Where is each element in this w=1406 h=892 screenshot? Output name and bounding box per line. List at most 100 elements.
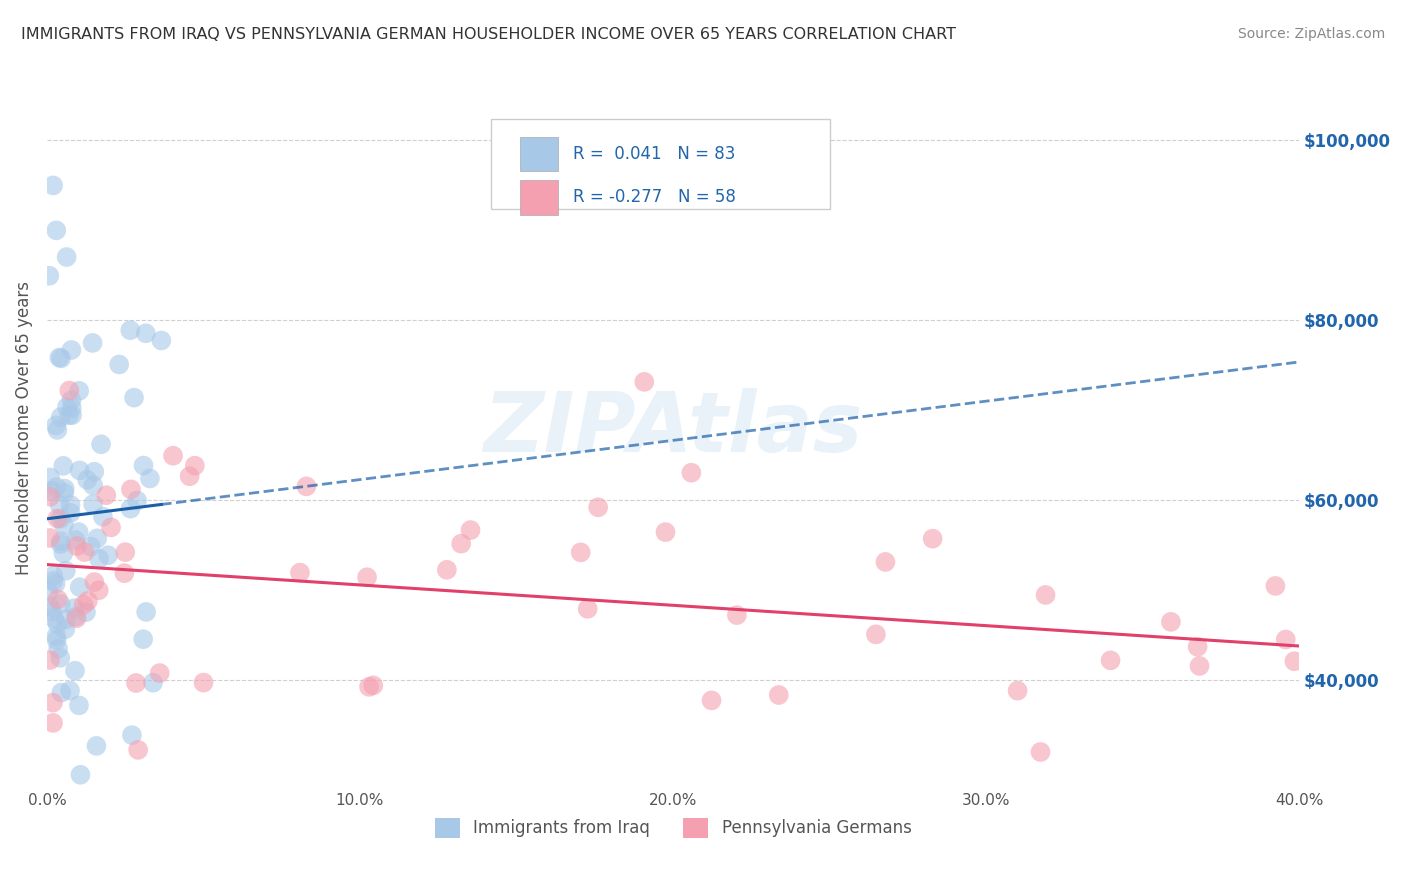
Point bbox=[48, 498, 70, 512]
Point bbox=[82, 478, 104, 492]
Point bbox=[142, 675, 165, 690]
Point bbox=[100, 520, 122, 534]
Point bbox=[49, 650, 72, 665]
Point bbox=[39, 653, 62, 667]
Point bbox=[58, 384, 80, 398]
Point bbox=[67, 384, 90, 398]
Point bbox=[82, 335, 104, 350]
Point bbox=[586, 500, 609, 515]
Point bbox=[72, 598, 94, 612]
Point bbox=[49, 534, 72, 549]
Point bbox=[69, 580, 91, 594]
Point bbox=[48, 351, 70, 365]
Point bbox=[45, 629, 67, 643]
Point bbox=[45, 480, 67, 494]
Point bbox=[114, 545, 136, 559]
Point bbox=[91, 509, 114, 524]
Text: R =  0.041   N = 83: R = 0.041 N = 83 bbox=[572, 145, 735, 163]
Point bbox=[55, 250, 77, 264]
Point bbox=[132, 632, 155, 647]
Point bbox=[65, 611, 87, 625]
Point bbox=[49, 512, 72, 526]
Point bbox=[51, 685, 73, 699]
Point bbox=[108, 358, 131, 372]
Y-axis label: Householder Income Over 65 years: Householder Income Over 65 years bbox=[15, 281, 32, 575]
Point bbox=[96, 488, 118, 502]
Point bbox=[90, 437, 112, 451]
Point bbox=[59, 498, 82, 512]
Point bbox=[120, 323, 142, 337]
Point bbox=[46, 617, 69, 632]
Point bbox=[361, 678, 384, 692]
Point bbox=[56, 400, 79, 414]
Point bbox=[633, 375, 655, 389]
Point bbox=[59, 683, 82, 698]
Point bbox=[1099, 653, 1122, 667]
Point bbox=[1188, 659, 1211, 673]
Point bbox=[1264, 579, 1286, 593]
Point bbox=[149, 666, 172, 681]
Point bbox=[49, 410, 72, 425]
Point bbox=[132, 458, 155, 473]
Point bbox=[60, 343, 83, 357]
Point bbox=[46, 641, 69, 656]
Point bbox=[60, 401, 83, 415]
Point bbox=[53, 482, 76, 496]
Point bbox=[1160, 615, 1182, 629]
Point bbox=[52, 546, 75, 560]
Point bbox=[436, 563, 458, 577]
Point bbox=[125, 676, 148, 690]
Point bbox=[58, 409, 80, 423]
Point bbox=[65, 609, 87, 624]
Point bbox=[150, 334, 173, 348]
Point bbox=[87, 583, 110, 598]
Legend: Immigrants from Iraq, Pennsylvania Germans: Immigrants from Iraq, Pennsylvania Germa… bbox=[427, 812, 918, 844]
Point bbox=[39, 490, 62, 504]
Point bbox=[60, 393, 83, 408]
Point bbox=[127, 743, 149, 757]
Point bbox=[193, 675, 215, 690]
Point bbox=[42, 569, 65, 583]
Point bbox=[76, 473, 98, 487]
Point bbox=[162, 449, 184, 463]
FancyBboxPatch shape bbox=[492, 119, 830, 209]
Point bbox=[120, 483, 142, 497]
Point bbox=[295, 479, 318, 493]
Point bbox=[865, 627, 887, 641]
Text: ZIPAtlas: ZIPAtlas bbox=[484, 388, 863, 468]
Text: R = -0.277   N = 58: R = -0.277 N = 58 bbox=[572, 188, 735, 206]
Point bbox=[42, 696, 65, 710]
Point bbox=[82, 497, 104, 511]
Point bbox=[42, 574, 65, 588]
Point bbox=[60, 408, 83, 422]
Point bbox=[127, 493, 149, 508]
Point bbox=[359, 680, 381, 694]
Point bbox=[63, 601, 86, 615]
Point bbox=[53, 622, 76, 636]
Point bbox=[49, 537, 72, 551]
Point bbox=[768, 688, 790, 702]
Point bbox=[41, 483, 63, 498]
Point bbox=[288, 566, 311, 580]
Point bbox=[69, 768, 91, 782]
Point bbox=[1187, 640, 1209, 654]
Point bbox=[875, 555, 897, 569]
Point bbox=[83, 575, 105, 590]
Point bbox=[135, 326, 157, 341]
Point bbox=[97, 548, 120, 562]
Point bbox=[69, 463, 91, 477]
Point bbox=[1274, 632, 1296, 647]
Point bbox=[121, 728, 143, 742]
Text: Source: ZipAtlas.com: Source: ZipAtlas.com bbox=[1237, 27, 1385, 41]
Point bbox=[120, 501, 142, 516]
FancyBboxPatch shape bbox=[520, 180, 558, 215]
Point bbox=[39, 470, 62, 484]
Point bbox=[46, 423, 69, 437]
Point bbox=[450, 536, 472, 550]
Point bbox=[65, 533, 87, 547]
Point bbox=[49, 597, 72, 611]
Point bbox=[66, 539, 89, 553]
Point bbox=[73, 545, 96, 559]
Point bbox=[55, 564, 77, 578]
Point bbox=[67, 524, 90, 539]
